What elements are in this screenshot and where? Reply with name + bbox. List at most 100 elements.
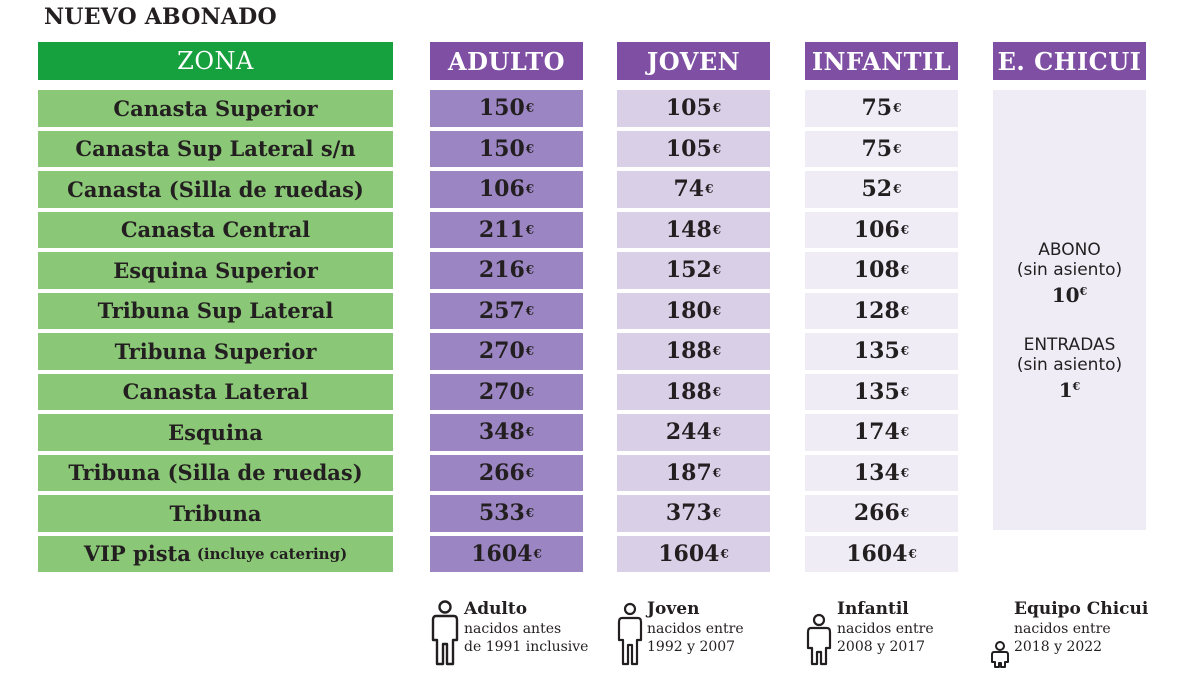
adulto-cell-text: 150 <box>478 135 525 162</box>
zona-cell: Canasta Sup Lateral s/n <box>38 130 393 167</box>
legend-chicui-title: Equipo Chicui <box>1014 599 1149 619</box>
legend-adulto-line2: de 1991 inclusive <box>464 639 589 656</box>
zona-cell-text: Canasta Superior <box>113 95 318 121</box>
joven-cell: 188 € <box>617 373 770 410</box>
euro-symbol: € <box>900 303 910 318</box>
infantil-cell-text: 75 <box>861 95 893 122</box>
euro-symbol: € <box>525 141 535 156</box>
joven-column: JOVEN 105 €105 €74 €148 €152 €180 €188 €188 €244… <box>617 42 770 576</box>
euro-symbol: € <box>893 182 902 197</box>
adulto-cell: 216 € <box>430 252 583 289</box>
legend-adulto-title: Adulto <box>464 599 528 619</box>
infantil-cell-text: 174 <box>853 419 900 446</box>
joven-cell: 148 € <box>617 211 770 248</box>
legend-joven-title: Joven <box>647 599 700 619</box>
euro-symbol: € <box>893 101 902 116</box>
zona-cell-text: Tribuna Superior <box>114 338 317 364</box>
euro-symbol: € <box>525 465 535 480</box>
chicui-info-box: ABONO (sin asiento) 10€ ENTRADAS (sin as… <box>993 90 1146 530</box>
zona-cell: Tribuna <box>38 495 393 532</box>
joven-cell-text: 180 <box>665 297 712 324</box>
zona-column: ZONA Canasta Superior Canasta Sup Lateral… <box>38 42 393 576</box>
infantil-cell: 108 € <box>805 252 958 289</box>
joven-cell: 188 € <box>617 333 770 370</box>
infantil-cell-text: 108 <box>853 257 900 284</box>
euro-symbol: € <box>908 546 917 561</box>
adulto-header: ADULTO <box>430 42 583 80</box>
child-figure-icon <box>806 613 832 666</box>
infantil-cell-text: 106 <box>853 216 900 243</box>
infantil-cell: 1604 € <box>805 535 958 572</box>
euro-symbol: € <box>900 425 910 440</box>
infantil-cell: 135 € <box>805 333 958 370</box>
joven-cell: 105 € <box>617 90 770 127</box>
euro-symbol: € <box>712 506 722 521</box>
euro-symbol: € <box>525 425 535 440</box>
joven-cell-text: 244 <box>665 419 712 446</box>
zona-cell: Tribuna Sup Lateral <box>38 292 393 329</box>
zona-cell-note: (incluye catering) <box>196 544 348 563</box>
entradas-label: ENTRADAS <box>1023 334 1116 355</box>
legend-adulto-line1: nacidos antes <box>464 620 562 637</box>
joven-cell-text: 188 <box>665 378 712 405</box>
abono-price: 10€ <box>1051 282 1088 307</box>
zona-cell-text: VIP pista <box>83 541 191 567</box>
legend-joven-line1: nacidos entre <box>647 620 744 637</box>
infantil-cell: 106 € <box>805 211 958 248</box>
zona-header: ZONA <box>38 42 393 80</box>
infantil-header: INFANTIL <box>805 42 958 80</box>
zona-cell-text: Canasta Lateral <box>122 379 309 405</box>
euro-symbol: € <box>712 384 722 399</box>
zona-cell: Tribuna Superior <box>38 333 393 370</box>
euro-symbol: € <box>525 303 535 318</box>
zona-cell-text: Tribuna <box>169 500 262 526</box>
zona-cell: Canasta (Silla de ruedas) <box>38 171 393 208</box>
legend-infantil: Infantil nacidos entre 2008 y 2017 <box>805 599 934 668</box>
legend-infantil-title: Infantil <box>837 599 909 619</box>
joven-cell: 152 € <box>617 252 770 289</box>
euro-symbol: € <box>712 263 722 278</box>
adulto-cell: 106 € <box>430 171 583 208</box>
euro-symbol: € <box>525 263 535 278</box>
euro-symbol: € <box>712 222 722 237</box>
zona-cell: Tribuna (Silla de ruedas) <box>38 454 393 491</box>
infantil-cell: 134 € <box>805 454 958 491</box>
euro-symbol: € <box>893 141 902 156</box>
infantil-cell-text: 135 <box>853 338 900 365</box>
euro-symbol: € <box>900 384 910 399</box>
page-title: NUEVO ABONADO <box>44 4 277 30</box>
legend-chicui-line1: nacidos entre <box>1014 620 1111 637</box>
adulto-cell: 150 € <box>430 90 583 127</box>
legend-joven: Joven nacidos entre 1992 y 2007 <box>617 599 744 668</box>
adulto-cell-text: 211 <box>478 216 525 243</box>
legend-infantil-line1: nacidos entre <box>837 620 934 637</box>
joven-cell: 373 € <box>617 495 770 532</box>
chicui-column: E. CHICUI ABONO (sin asiento) 10€ ENTRAD… <box>993 42 1146 530</box>
euro-symbol: € <box>900 344 910 359</box>
euro-symbol: € <box>525 506 535 521</box>
joven-cell: 244 € <box>617 414 770 451</box>
zona-cell-text: Tribuna (Silla de ruedas) <box>68 460 363 486</box>
adulto-cell: 348 € <box>430 414 583 451</box>
infantil-cell-text: 128 <box>853 297 900 324</box>
euro-symbol: € <box>712 344 722 359</box>
euro-symbol: € <box>900 506 910 521</box>
infantil-cell: 128 € <box>805 292 958 329</box>
infantil-rows: 75 €75 €52 €106 €108 €128 €135 €135 €174 €134 €266… <box>805 90 958 572</box>
adulto-cell-text: 216 <box>478 257 525 284</box>
joven-cell-text: 105 <box>665 135 712 162</box>
chicui-header: E. CHICUI <box>993 42 1146 80</box>
zona-rows: Canasta Superior Canasta Sup Lateral s/n C… <box>38 90 393 572</box>
adulto-cell-text: 257 <box>478 297 525 324</box>
zona-cell: VIP pista (incluye catering) <box>38 535 393 572</box>
zona-cell-text: Esquina <box>168 419 263 445</box>
euro-symbol: € <box>720 546 729 561</box>
adulto-cell: 1604 € <box>430 535 583 572</box>
adulto-cell-text: 348 <box>478 419 525 446</box>
euro-symbol: € <box>525 222 535 237</box>
zona-cell-text: Tribuna Sup Lateral <box>97 298 334 324</box>
zona-cell: Canasta Central <box>38 211 393 248</box>
euro-symbol: € <box>525 182 535 197</box>
entradas-note: (sin asiento) <box>1016 355 1123 376</box>
euro-symbol: € <box>525 384 535 399</box>
